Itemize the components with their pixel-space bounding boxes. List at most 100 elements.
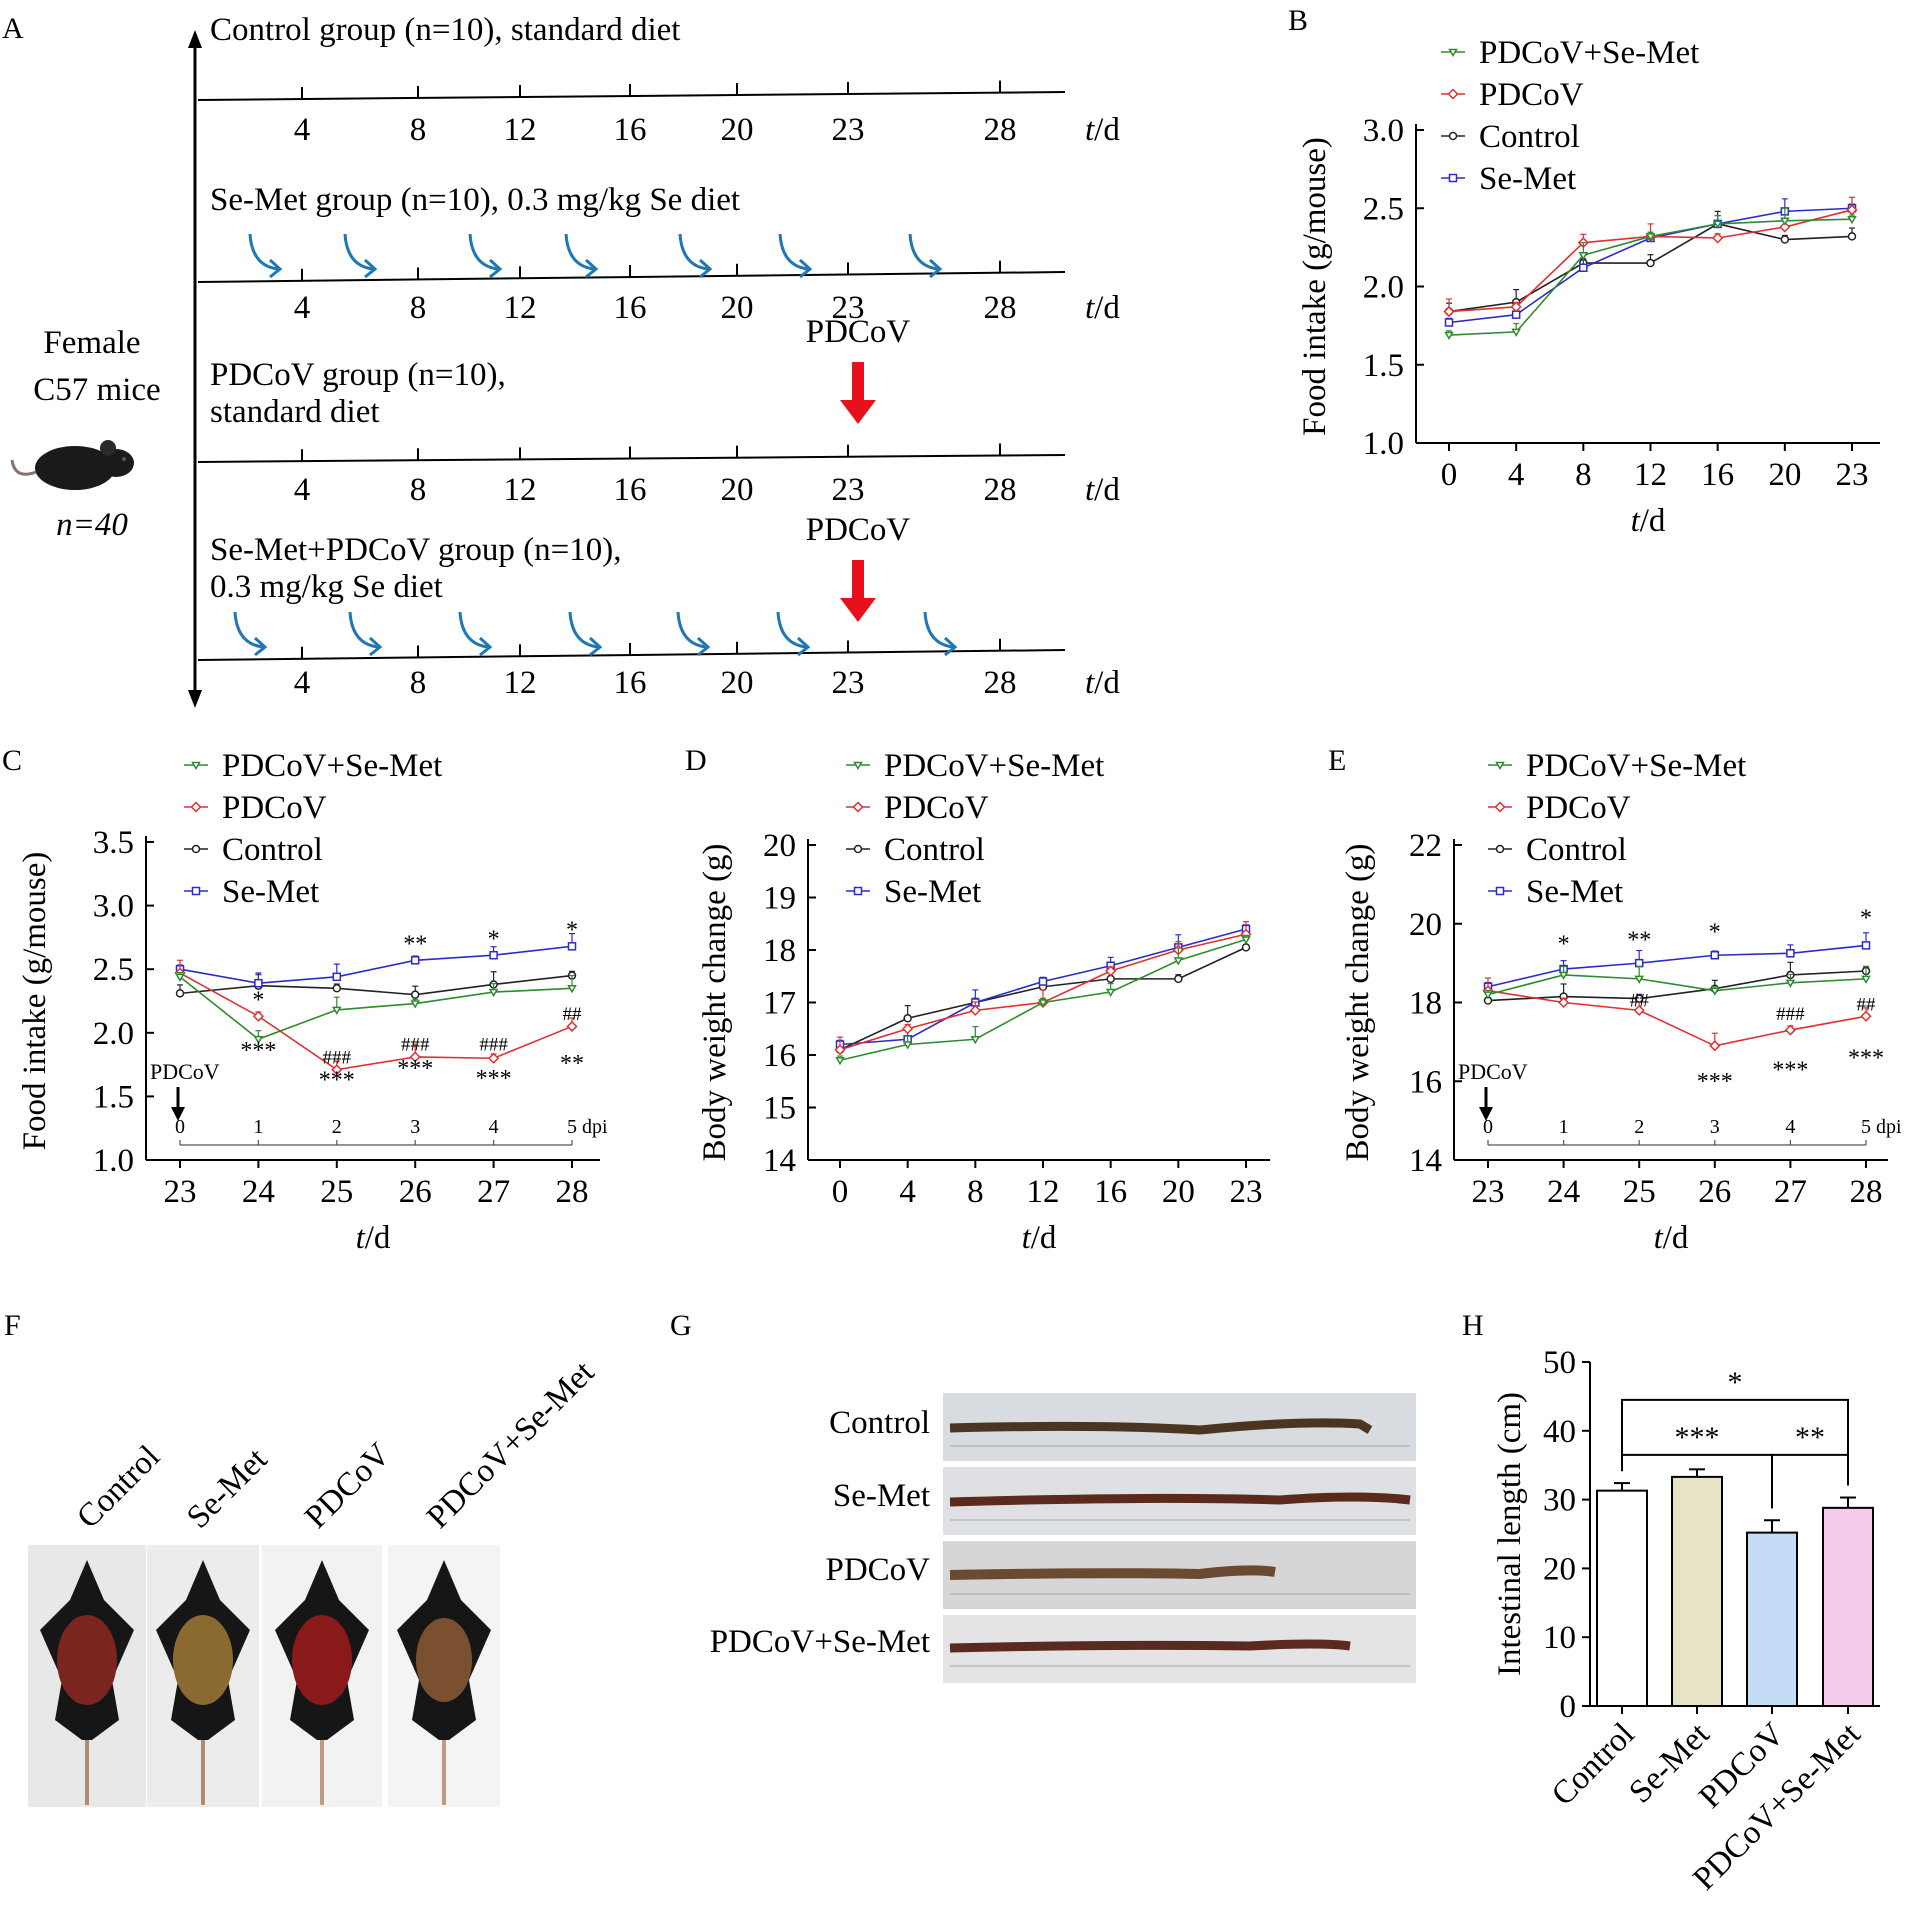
selenium-feed-arrowhead [488, 258, 503, 279]
timeline-tick-label: 8 [410, 290, 427, 326]
y-tick-label: 3.0 [93, 889, 134, 925]
series-point-se-met [332, 972, 342, 982]
legend-entry-control: Control [222, 832, 323, 868]
series-point-se-met [567, 942, 577, 951]
selenium-feed-arrow [348, 611, 379, 649]
series-line-se-met [1487, 944, 1867, 988]
legend-marker [1495, 761, 1505, 770]
y-tick-label: 19 [763, 881, 796, 917]
x-tick-label: 20 [1162, 1174, 1195, 1210]
timeline-tick-label: 8 [410, 112, 427, 148]
chart-h-intestinal-length: 0 10 20 30 40 50 Intestinal length (cm) Control… [1492, 1345, 1880, 1897]
series-point-pdcov-se-met [835, 1057, 845, 1066]
legend-entry-pdcov: PDCoV [1526, 790, 1631, 826]
timeline-tick-label: 28 [984, 290, 1017, 326]
series-point-pdcov-se-met [1038, 999, 1048, 1008]
series-point-control [1174, 974, 1183, 984]
x-tick-label: 25 [1623, 1174, 1656, 1210]
legend-entry-pdcov-se-met: PDCoV+Se-Met [222, 748, 442, 784]
unit-t: t [1085, 290, 1095, 326]
timeline-axis-3 [197, 649, 1066, 661]
series-point-pdcov-se-met [1780, 217, 1790, 226]
legend-entry-pdcov: PDCoV [1479, 77, 1584, 113]
unit-d: /d [1094, 665, 1120, 701]
y-tick-label: 20 [763, 828, 796, 864]
group-label-0: Control group (n=10), standard diet [210, 12, 680, 48]
y-tick-label: 0 [1560, 1689, 1577, 1725]
series-point-pdcov [1105, 965, 1117, 977]
significance-star: *** [476, 1066, 512, 1092]
y-tick-label: 20 [1543, 1551, 1576, 1587]
unit-t: t [1085, 665, 1095, 701]
timeline-tick-label: 8 [410, 472, 427, 508]
dpi-tick-label: 2 [1634, 1116, 1644, 1138]
selenium-feed-arrow [778, 233, 809, 271]
series-point-pdcov [1443, 305, 1455, 318]
series-point-pdcov [252, 1010, 264, 1022]
series-point-pdcov-se-met [902, 1041, 913, 1050]
series-point-se-met [1038, 977, 1048, 986]
y-tick-label: 15 [763, 1091, 796, 1127]
inoculation-arrow-head [171, 1107, 185, 1121]
y-axis-label: Intestinal length (cm) [1492, 1392, 1528, 1676]
y-tick-label: 1.0 [93, 1143, 134, 1179]
series-point-pdcov [1633, 1004, 1645, 1016]
x-tick-label: 23 [1230, 1174, 1263, 1210]
x-tick-label: 12 [1634, 457, 1667, 493]
series-point-pdcov [566, 1020, 578, 1033]
dpi-tick-label: 2 [332, 1116, 342, 1138]
panel-label-a: A [2, 12, 24, 45]
bar-control [1596, 1489, 1648, 1707]
group-label-1: Se-Met group (n=10), 0.3 mg/kg Se diet [210, 182, 740, 218]
significance-star: *** [319, 1067, 355, 1093]
y-tick-label: 2.0 [93, 1016, 134, 1052]
pdcov-challenge-label: PDCoV [806, 512, 911, 548]
timeline-unit: t/d [1085, 290, 1120, 326]
dpi-tick-label: 4 [1785, 1116, 1795, 1138]
photo-f-label-control: Control [70, 1439, 167, 1536]
timeline-row-3: Se-Met+PDCoV group (n=10),0.3 mg/kg Se d… [197, 512, 1120, 701]
series-line-se-met [179, 945, 573, 984]
group-label-2: PDCoV group (n=10), [210, 357, 506, 393]
legend-marker [191, 844, 201, 854]
series-point-control [1646, 258, 1655, 268]
selenium-feed-arrow [676, 611, 707, 649]
chart-c-food-intake-post-infection: PDCoV+Se-Met PDCoV Control Se-Met 1.0 1.5 2.0 2… [17, 748, 608, 1256]
x-axis-label-d: /d [1640, 503, 1666, 539]
selenium-feed-arrow [233, 611, 264, 649]
series-line-pdcov [1487, 989, 1867, 1047]
series-point-pdcov [1558, 996, 1570, 1009]
series-point-pdcov-se-met [1578, 251, 1589, 261]
series-point-pdcov [1709, 1040, 1721, 1052]
y-tick-label: 16 [1409, 1064, 1442, 1100]
y-tick-label: 1.5 [1363, 348, 1404, 384]
x-axis-label-d: /d [1031, 1220, 1057, 1256]
timeline-tick-label: 16 [614, 665, 647, 701]
selenium-feed-arrow [343, 233, 374, 271]
y-tick-label: 22 [1409, 828, 1442, 864]
group-label-3-line2: 0.3 mg/kg Se diet [210, 569, 443, 605]
timeline-tick-label: 20 [721, 290, 754, 326]
panel-label-d: D [685, 744, 707, 777]
y-tick-label: 3.5 [93, 825, 134, 861]
panel-label-b: B [1288, 4, 1308, 37]
timeline-unit: t/d [1085, 665, 1120, 701]
unit-d: /d [1094, 112, 1120, 148]
timeline-row-0: Control group (n=10), standard diet 4 8 12 1… [197, 12, 1120, 148]
chart-b-food-intake: PDCoV+Se-Met PDCoV Control Se-Met 1.0 1.5 2.0 2… [1297, 35, 1880, 539]
timeline-tick-label: 23 [832, 472, 865, 508]
x-tick-label: 27 [1774, 1174, 1807, 1210]
series-point-pdcov-se-met [1645, 233, 1656, 242]
timeline-tick-label: 12 [504, 472, 537, 508]
x-tick-label: 12 [1027, 1174, 1060, 1210]
series-point-control [903, 1014, 912, 1023]
series-point-control [1780, 235, 1790, 244]
y-tick-label: 16 [763, 1038, 796, 1074]
legend-marker [853, 761, 863, 770]
series-point-se-met [489, 950, 498, 960]
category-label-control: Control [1545, 1716, 1642, 1813]
timeline-tick-label: 4 [294, 665, 311, 701]
legend-entry-pdcov: PDCoV [884, 790, 989, 826]
timeline-tick-label: 28 [984, 472, 1017, 508]
x-tick-label: 16 [1701, 457, 1734, 493]
